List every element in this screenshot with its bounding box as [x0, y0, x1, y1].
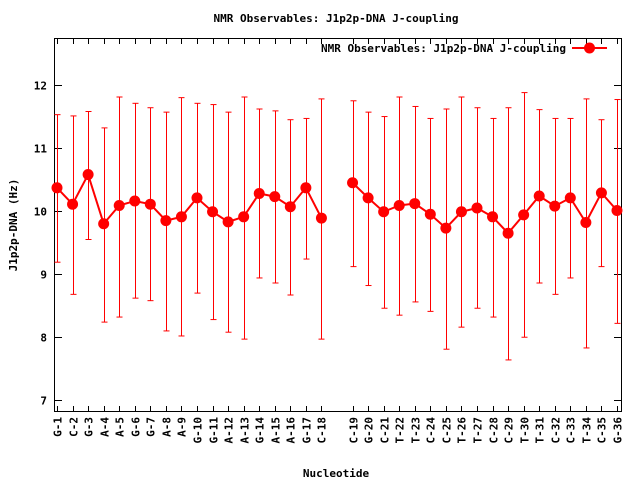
x-tick-label: G-10	[192, 417, 205, 444]
x-tick-label: G-1	[52, 417, 65, 437]
data-point	[595, 187, 607, 199]
data-point	[129, 195, 141, 207]
data-point	[144, 198, 156, 210]
x-tick-label: G-6	[130, 417, 143, 437]
x-tick-label: C-2	[68, 417, 81, 437]
data-point	[362, 192, 374, 204]
y-tick-label: 10	[34, 206, 47, 219]
x-tick-label: T-23	[410, 417, 423, 444]
x-tick-label: A-8	[161, 417, 174, 437]
x-tick-label: C-32	[550, 417, 563, 444]
y-tick-label: 11	[34, 143, 48, 156]
x-tick-label: T-27	[472, 417, 485, 444]
data-point	[580, 216, 592, 228]
x-tick-label: C-18	[316, 417, 329, 444]
series-line	[351, 182, 618, 235]
data-point	[51, 182, 63, 194]
data-point	[378, 206, 390, 218]
x-tick-label: T-34	[581, 417, 594, 444]
x-tick-label: A-13	[239, 417, 252, 444]
data-point	[300, 182, 312, 194]
x-tick-label: T-30	[519, 417, 532, 444]
x-tick-label: G-36	[612, 417, 625, 444]
x-tick-label: G-7	[145, 417, 158, 437]
data-point	[207, 206, 219, 218]
x-tick-label: G-20	[363, 417, 376, 444]
x-tick-label: C-19	[348, 417, 361, 444]
x-tick-label: A-16	[285, 417, 298, 444]
data-point	[440, 222, 452, 234]
x-tick-label: A-9	[176, 417, 189, 437]
x-tick-label: A-12	[223, 417, 236, 444]
data-point	[533, 190, 545, 202]
data-point	[502, 227, 514, 239]
x-tick-label: C-35	[596, 417, 609, 444]
x-tick-label: G-11	[208, 417, 221, 444]
data-point	[222, 216, 234, 228]
x-tick-label: C-25	[441, 417, 454, 444]
data-point	[284, 201, 296, 213]
x-tick-label: G-17	[301, 417, 314, 444]
y-axis-label: J1p2p-DNA (Hz)	[7, 179, 20, 272]
data-point	[191, 192, 203, 204]
data-point	[82, 169, 94, 181]
series-line	[56, 171, 323, 226]
x-tick-label: A-5	[114, 417, 127, 437]
x-tick-label: C-29	[503, 417, 516, 444]
data-point	[347, 177, 359, 189]
legend: NMR Observables: J1p2p-DNA J-coupling	[321, 42, 607, 55]
data-point	[269, 191, 281, 203]
legend-label: NMR Observables: J1p2p-DNA J-coupling	[321, 42, 566, 55]
x-tick-label: C-21	[379, 417, 392, 444]
y-tick-label: 8	[40, 332, 47, 345]
data-point	[98, 218, 110, 230]
x-tick-label: C-24	[425, 417, 438, 444]
x-axis: G-1 C-2 G-3 A-4 A-5 G-6 G-7 A-8 A-9 G-10 G-11 A-12 A…	[52, 39, 625, 444]
data-point	[471, 202, 483, 214]
x-tick-label: G-3	[83, 417, 96, 437]
data-point	[564, 192, 576, 204]
x-tick-label: T-22	[394, 417, 407, 444]
plot-frame	[54, 38, 622, 412]
data-point	[455, 206, 467, 218]
x-axis-label: Nucleotide	[303, 467, 370, 480]
data-point	[487, 211, 499, 223]
data-point	[315, 212, 327, 224]
data-point	[67, 198, 79, 210]
x-tick-label: A-4	[99, 417, 112, 437]
legend-marker-swatch	[584, 42, 595, 54]
x-tick-label: T-31	[534, 417, 547, 444]
x-tick-label: T-26	[456, 417, 469, 444]
data-point	[409, 198, 421, 210]
data-point	[611, 204, 623, 216]
data-point	[175, 211, 187, 223]
data-point	[160, 215, 172, 227]
data-point	[113, 199, 125, 211]
x-tick-label: C-28	[488, 417, 501, 444]
data-point	[238, 211, 250, 223]
x-tick-label: A-15	[270, 417, 283, 444]
chart-title: NMR Observables: J1p2p-DNA J-coupling	[213, 12, 458, 25]
y-tick-label: 9	[40, 269, 47, 282]
error-bars	[54, 92, 621, 361]
data-point	[424, 208, 436, 220]
data-point	[393, 199, 405, 211]
x-tick-label: G-14	[254, 417, 267, 444]
y-tick-label: 12	[34, 80, 47, 93]
data-point	[253, 187, 265, 199]
data-series	[51, 169, 623, 239]
y-axis: 7 8 9 10 11 12	[34, 80, 621, 408]
data-point	[518, 209, 530, 221]
data-point	[549, 200, 561, 212]
x-tick-label: C-33	[565, 417, 578, 444]
y-tick-label: 7	[40, 395, 47, 408]
